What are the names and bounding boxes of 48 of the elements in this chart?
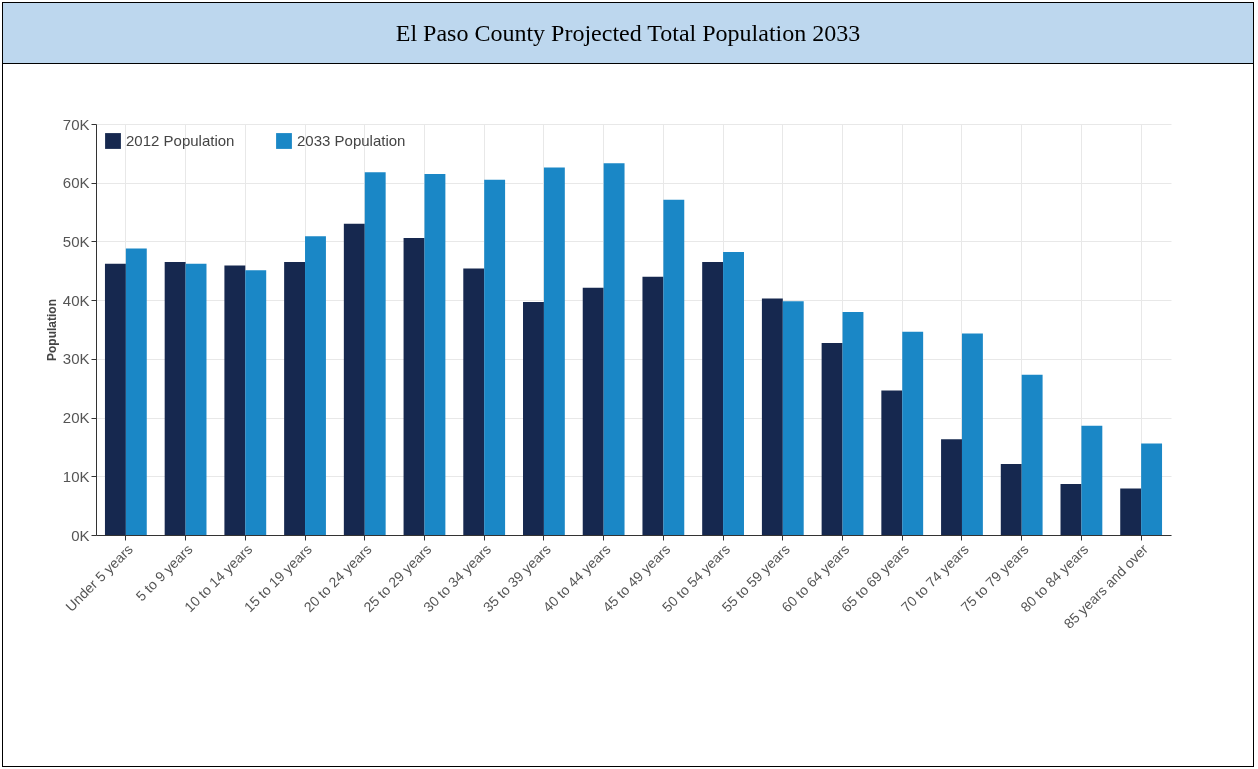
bar: [125, 248, 147, 535]
bar: [1141, 443, 1163, 535]
y-tick-label: 40K: [62, 291, 90, 309]
bar: [463, 268, 485, 535]
bar: [1060, 483, 1082, 535]
bar: [305, 236, 326, 535]
y-tick-label: 0K: [71, 526, 90, 544]
bar: [881, 390, 903, 535]
y-axis-title: Population: [44, 299, 59, 361]
bar: [245, 270, 267, 535]
bar: [364, 172, 386, 535]
bar: [185, 263, 207, 535]
bar: [543, 167, 565, 535]
bar: [484, 179, 506, 535]
bar: [761, 298, 783, 535]
bar: [702, 261, 724, 535]
legend-label: 2012 Population: [126, 132, 235, 149]
y-tick-label: 10K: [62, 467, 90, 485]
bar: [1000, 463, 1022, 535]
bar: [104, 263, 126, 535]
bar: [603, 163, 625, 535]
bar: [403, 237, 425, 535]
bar: [723, 252, 744, 535]
bar: [902, 331, 924, 535]
bar: [424, 173, 446, 535]
bar: [961, 333, 983, 535]
bar: [523, 301, 544, 535]
bar: [284, 261, 306, 535]
bar: [941, 439, 962, 535]
bar: [582, 287, 604, 535]
bar: [164, 261, 186, 535]
bar: [642, 276, 664, 535]
bar: [842, 311, 864, 535]
bar: [821, 343, 843, 535]
y-tick-label: 50K: [62, 232, 90, 250]
chart-title: El Paso County Projected Total Population 2033: [3, 3, 1253, 64]
bar: [1081, 425, 1103, 535]
y-tick-label: 20K: [62, 409, 90, 427]
bar: [1021, 374, 1043, 535]
y-tick-label: 70K: [62, 115, 90, 133]
y-tick-label: 30K: [62, 350, 90, 368]
bar: [224, 265, 246, 535]
y-tick-label: 60K: [62, 174, 90, 192]
bar: [343, 223, 365, 535]
bar: [663, 199, 685, 535]
legend-label: 2033 Population: [297, 132, 406, 149]
bar: [1120, 488, 1142, 535]
bar: [782, 301, 804, 535]
